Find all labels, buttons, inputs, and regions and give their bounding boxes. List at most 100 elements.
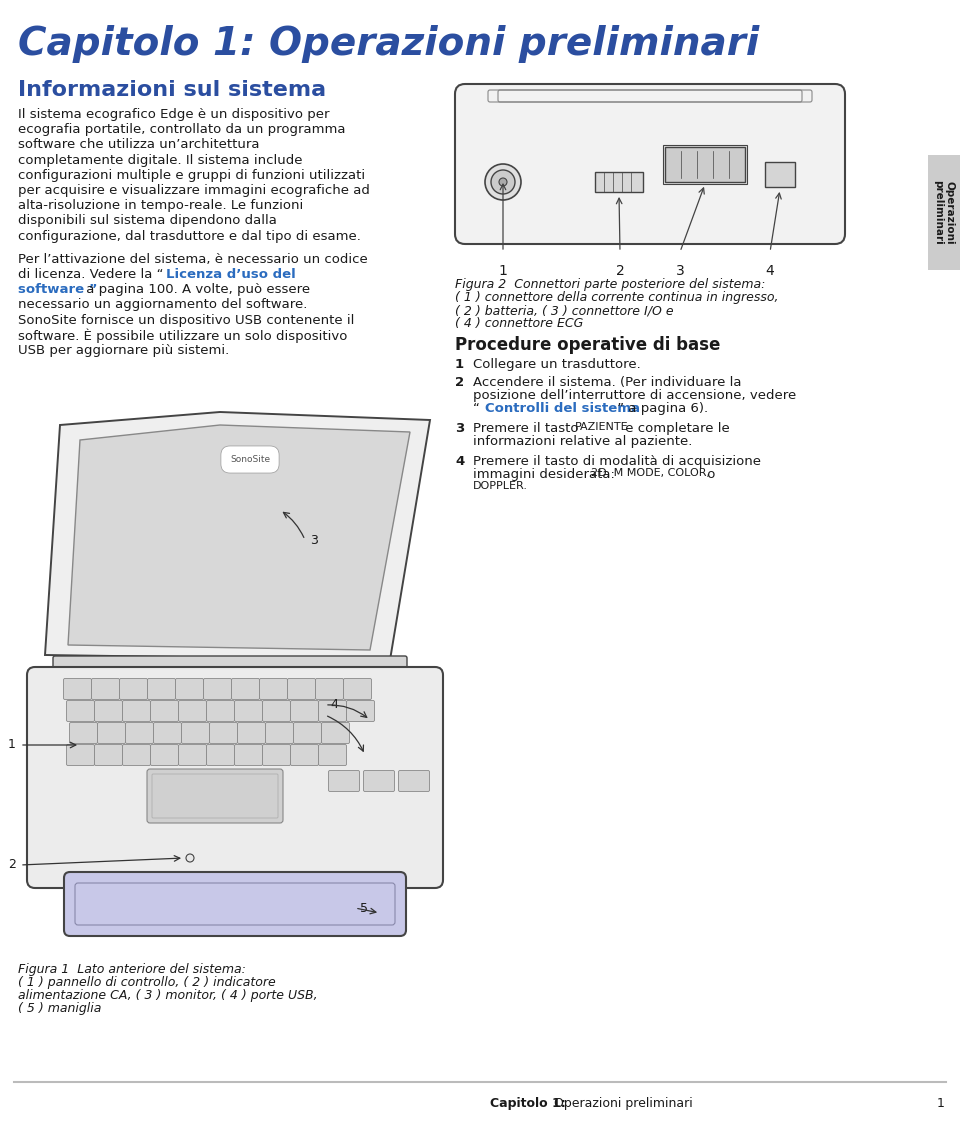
Text: 1: 1 <box>498 264 508 278</box>
Text: alimentazione CA, ( 3 ) monitor, ( 4 ) porte USB,: alimentazione CA, ( 3 ) monitor, ( 4 ) p… <box>18 989 318 1002</box>
Bar <box>665 147 745 182</box>
Text: ( 1 ) connettore della corrente continua in ingresso,: ( 1 ) connettore della corrente continua… <box>455 290 779 304</box>
Text: posizione dell’interruttore di accensione, vedere: posizione dell’interruttore di accension… <box>473 390 796 402</box>
Text: di licenza. Vedere la “: di licenza. Vedere la “ <box>18 268 168 281</box>
FancyBboxPatch shape <box>322 722 349 744</box>
Text: configurazioni multiple e gruppi di funzioni utilizzati: configurazioni multiple e gruppi di funz… <box>18 169 365 182</box>
Text: alta-risoluzione in tempo-reale. Le funzioni: alta-risoluzione in tempo-reale. Le funz… <box>18 199 303 212</box>
FancyBboxPatch shape <box>206 700 234 721</box>
FancyBboxPatch shape <box>291 700 319 721</box>
Text: disponibili sul sistema dipendono dalla: disponibili sul sistema dipendono dalla <box>18 214 276 228</box>
Text: Premere il tasto di modalità di acquisizione: Premere il tasto di modalità di acquisiz… <box>473 454 761 468</box>
FancyBboxPatch shape <box>319 745 347 765</box>
Polygon shape <box>68 425 410 650</box>
FancyBboxPatch shape <box>98 722 126 744</box>
Text: 2: 2 <box>8 859 16 871</box>
Text: Figura 1  Lato anteriore del sistema:: Figura 1 Lato anteriore del sistema: <box>18 962 246 976</box>
FancyBboxPatch shape <box>64 872 406 936</box>
FancyBboxPatch shape <box>364 770 395 792</box>
Text: configurazione, dal trasduttore e dal tipo di esame.: configurazione, dal trasduttore e dal ti… <box>18 230 361 243</box>
FancyBboxPatch shape <box>347 700 374 721</box>
Polygon shape <box>45 412 430 659</box>
Text: “: “ <box>473 402 484 415</box>
FancyBboxPatch shape <box>316 679 344 699</box>
FancyBboxPatch shape <box>27 667 443 888</box>
Text: per acquisire e visualizzare immagini ecografiche ad: per acquisire e visualizzare immagini ec… <box>18 185 370 197</box>
FancyBboxPatch shape <box>126 722 154 744</box>
FancyBboxPatch shape <box>123 700 151 721</box>
Circle shape <box>491 170 515 194</box>
Text: 4: 4 <box>455 454 465 468</box>
FancyBboxPatch shape <box>53 656 407 670</box>
Text: Controlli del sistema: Controlli del sistema <box>485 402 640 415</box>
FancyBboxPatch shape <box>66 700 94 721</box>
Text: Accendere il sistema. (Per individuare la: Accendere il sistema. (Per individuare l… <box>473 376 741 390</box>
Text: Premere il tasto: Premere il tasto <box>473 423 583 435</box>
FancyBboxPatch shape <box>94 745 123 765</box>
Text: SonoSite: SonoSite <box>230 454 270 464</box>
FancyBboxPatch shape <box>319 700 347 721</box>
Text: o: o <box>703 468 715 481</box>
FancyBboxPatch shape <box>179 700 206 721</box>
FancyBboxPatch shape <box>259 679 287 699</box>
Text: 5: 5 <box>360 901 368 915</box>
FancyBboxPatch shape <box>294 722 322 744</box>
Text: Procedure operative di base: Procedure operative di base <box>455 336 720 354</box>
FancyBboxPatch shape <box>328 770 359 792</box>
Text: ( 2 ) batteria, ( 3 ) connettore I/O e: ( 2 ) batteria, ( 3 ) connettore I/O e <box>455 304 674 317</box>
FancyBboxPatch shape <box>266 722 294 744</box>
FancyBboxPatch shape <box>151 745 179 765</box>
Text: completamente digitale. Il sistema include: completamente digitale. Il sistema inclu… <box>18 154 302 166</box>
Text: USB per aggiornare più sistemi.: USB per aggiornare più sistemi. <box>18 344 229 357</box>
Text: 1: 1 <box>8 738 16 752</box>
FancyBboxPatch shape <box>154 722 181 744</box>
FancyBboxPatch shape <box>66 745 94 765</box>
Text: software ”: software ” <box>18 284 98 296</box>
Text: Collegare un trasduttore.: Collegare un trasduttore. <box>473 358 640 371</box>
Text: necessario un aggiornamento del software.: necessario un aggiornamento del software… <box>18 298 307 311</box>
FancyBboxPatch shape <box>148 679 176 699</box>
Text: 4: 4 <box>766 264 775 278</box>
Circle shape <box>485 164 521 200</box>
FancyBboxPatch shape <box>147 769 283 823</box>
Text: Licenza d’uso del: Licenza d’uso del <box>166 268 296 281</box>
FancyBboxPatch shape <box>234 700 262 721</box>
Text: ( 5 ) maniglia: ( 5 ) maniglia <box>18 1002 102 1015</box>
FancyBboxPatch shape <box>176 679 204 699</box>
Text: Capitolo 1:: Capitolo 1: <box>490 1097 565 1111</box>
Text: SonoSite fornisce un dispositivo USB contenente il: SonoSite fornisce un dispositivo USB con… <box>18 313 354 327</box>
FancyBboxPatch shape <box>94 700 123 721</box>
Text: PAZIENTE: PAZIENTE <box>575 423 629 432</box>
FancyBboxPatch shape <box>119 679 148 699</box>
Text: ecografia portatile, controllato da un programma: ecografia portatile, controllato da un p… <box>18 123 346 137</box>
Text: Figura 2  Connettori parte posteriore del sistema:: Figura 2 Connettori parte posteriore del… <box>455 278 765 290</box>
Text: a pagina 100. A volte, può essere: a pagina 100. A volte, può essere <box>82 284 310 296</box>
Circle shape <box>499 178 507 186</box>
FancyBboxPatch shape <box>262 700 291 721</box>
FancyBboxPatch shape <box>287 679 316 699</box>
FancyBboxPatch shape <box>237 722 266 744</box>
Circle shape <box>186 854 194 862</box>
Text: e completare le: e completare le <box>621 423 730 435</box>
Text: informazioni relative al paziente.: informazioni relative al paziente. <box>473 435 692 448</box>
Text: Il sistema ecografico Edge è un dispositivo per: Il sistema ecografico Edge è un disposit… <box>18 108 329 121</box>
Bar <box>595 172 643 192</box>
FancyBboxPatch shape <box>398 770 429 792</box>
Text: 4: 4 <box>330 698 338 712</box>
Bar <box>663 145 747 185</box>
FancyBboxPatch shape <box>181 722 209 744</box>
Text: 2: 2 <box>455 376 464 390</box>
Text: Operazioni
preliminari: Operazioni preliminari <box>933 180 955 245</box>
Text: ( 4 ) connettore ECG: ( 4 ) connettore ECG <box>455 317 584 330</box>
Text: ( 1 ) pannello di controllo, ( 2 ) indicatore: ( 1 ) pannello di controllo, ( 2 ) indic… <box>18 976 276 989</box>
FancyBboxPatch shape <box>179 745 206 765</box>
FancyBboxPatch shape <box>231 679 259 699</box>
Text: Operazioni preliminari: Operazioni preliminari <box>546 1097 693 1111</box>
Text: immagini desiderata:: immagini desiderata: <box>473 468 619 481</box>
Text: 3: 3 <box>676 264 684 278</box>
Text: ” a pagina 6).: ” a pagina 6). <box>613 402 708 415</box>
Bar <box>765 162 795 187</box>
Text: 2: 2 <box>615 264 624 278</box>
Text: 2D, M MODE, COLOR,: 2D, M MODE, COLOR, <box>591 468 710 478</box>
FancyBboxPatch shape <box>69 722 98 744</box>
